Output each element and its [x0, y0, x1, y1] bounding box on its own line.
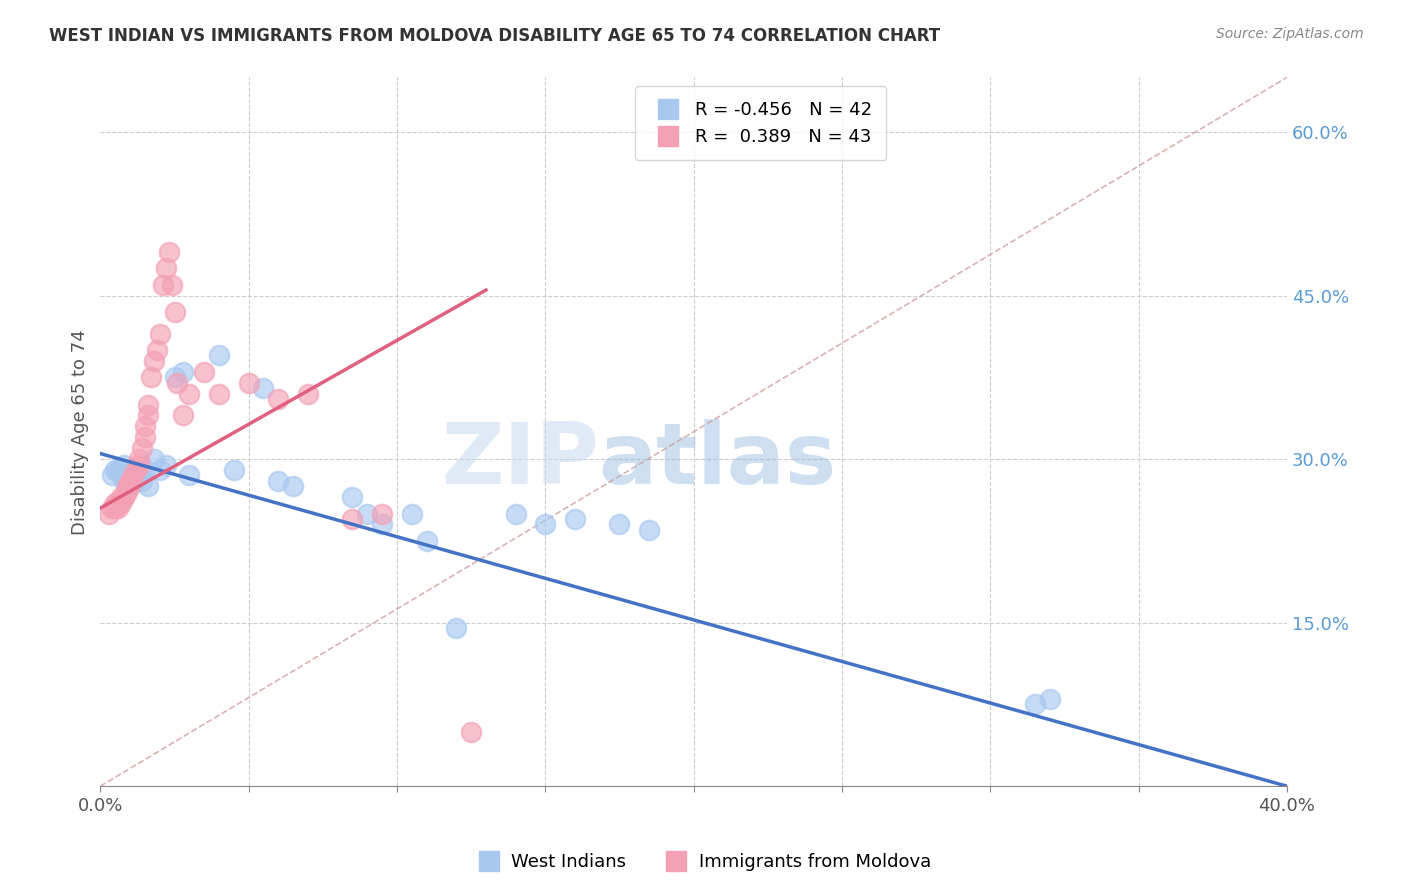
- Point: [131, 441, 153, 455]
- Point: [149, 326, 172, 341]
- Point: [166, 376, 188, 390]
- Point: [460, 724, 482, 739]
- Point: [104, 496, 127, 510]
- Point: [267, 474, 290, 488]
- Point: [252, 381, 274, 395]
- Point: [112, 490, 135, 504]
- Point: [152, 277, 174, 292]
- Point: [122, 468, 145, 483]
- Point: [128, 452, 150, 467]
- Point: [107, 463, 129, 477]
- Point: [415, 533, 437, 548]
- Point: [208, 386, 231, 401]
- Point: [534, 517, 557, 532]
- Y-axis label: Disability Age 65 to 74: Disability Age 65 to 74: [72, 329, 89, 534]
- Point: [638, 523, 661, 537]
- Point: [505, 507, 527, 521]
- Point: [107, 501, 129, 516]
- Point: [122, 474, 145, 488]
- Point: [139, 370, 162, 384]
- Point: [342, 490, 364, 504]
- Point: [267, 392, 290, 406]
- Point: [134, 463, 156, 477]
- Point: [157, 244, 180, 259]
- Point: [356, 507, 378, 521]
- Point: [136, 409, 159, 423]
- Point: [128, 458, 150, 472]
- Text: Source: ZipAtlas.com: Source: ZipAtlas.com: [1216, 27, 1364, 41]
- Point: [155, 458, 177, 472]
- Legend: R = -0.456   N = 42, R =  0.389   N = 43: R = -0.456 N = 42, R = 0.389 N = 43: [636, 87, 886, 161]
- Point: [609, 517, 631, 532]
- Text: atlas: atlas: [599, 418, 837, 501]
- Point: [1024, 698, 1046, 712]
- Point: [112, 474, 135, 488]
- Text: ZIP: ZIP: [441, 418, 599, 501]
- Point: [401, 507, 423, 521]
- Point: [115, 468, 138, 483]
- Point: [163, 305, 186, 319]
- Point: [179, 386, 201, 401]
- Point: [128, 468, 150, 483]
- Point: [371, 507, 394, 521]
- Point: [1038, 692, 1060, 706]
- Point: [110, 490, 132, 504]
- Point: [208, 349, 231, 363]
- Point: [101, 501, 124, 516]
- Point: [110, 463, 132, 477]
- Point: [136, 479, 159, 493]
- Point: [155, 261, 177, 276]
- Point: [101, 468, 124, 483]
- Point: [122, 468, 145, 483]
- Point: [118, 463, 141, 477]
- Point: [125, 474, 148, 488]
- Point: [149, 463, 172, 477]
- Point: [115, 463, 138, 477]
- Point: [110, 496, 132, 510]
- Point: [163, 370, 186, 384]
- Point: [98, 507, 121, 521]
- Text: WEST INDIAN VS IMMIGRANTS FROM MOLDOVA DISABILITY AGE 65 TO 74 CORRELATION CHART: WEST INDIAN VS IMMIGRANTS FROM MOLDOVA D…: [49, 27, 941, 45]
- Point: [131, 474, 153, 488]
- Point: [172, 365, 194, 379]
- Point: [172, 409, 194, 423]
- Point: [283, 479, 305, 493]
- Point: [107, 496, 129, 510]
- Point: [115, 484, 138, 499]
- Point: [564, 512, 586, 526]
- Point: [446, 621, 468, 635]
- Point: [118, 474, 141, 488]
- Point: [222, 463, 245, 477]
- Point: [238, 376, 260, 390]
- Point: [118, 468, 141, 483]
- Point: [125, 463, 148, 477]
- Point: [142, 452, 165, 467]
- Point: [104, 501, 127, 516]
- Point: [134, 430, 156, 444]
- Point: [297, 386, 319, 401]
- Point: [145, 343, 167, 357]
- Point: [134, 419, 156, 434]
- Point: [110, 468, 132, 483]
- Point: [160, 277, 183, 292]
- Legend: West Indians, Immigrants from Moldova: West Indians, Immigrants from Moldova: [468, 847, 938, 879]
- Point: [342, 512, 364, 526]
- Point: [136, 398, 159, 412]
- Point: [142, 354, 165, 368]
- Point: [118, 479, 141, 493]
- Point: [179, 468, 201, 483]
- Point: [112, 490, 135, 504]
- Point: [193, 365, 215, 379]
- Point: [112, 458, 135, 472]
- Point: [371, 517, 394, 532]
- Point: [104, 463, 127, 477]
- Point: [115, 479, 138, 493]
